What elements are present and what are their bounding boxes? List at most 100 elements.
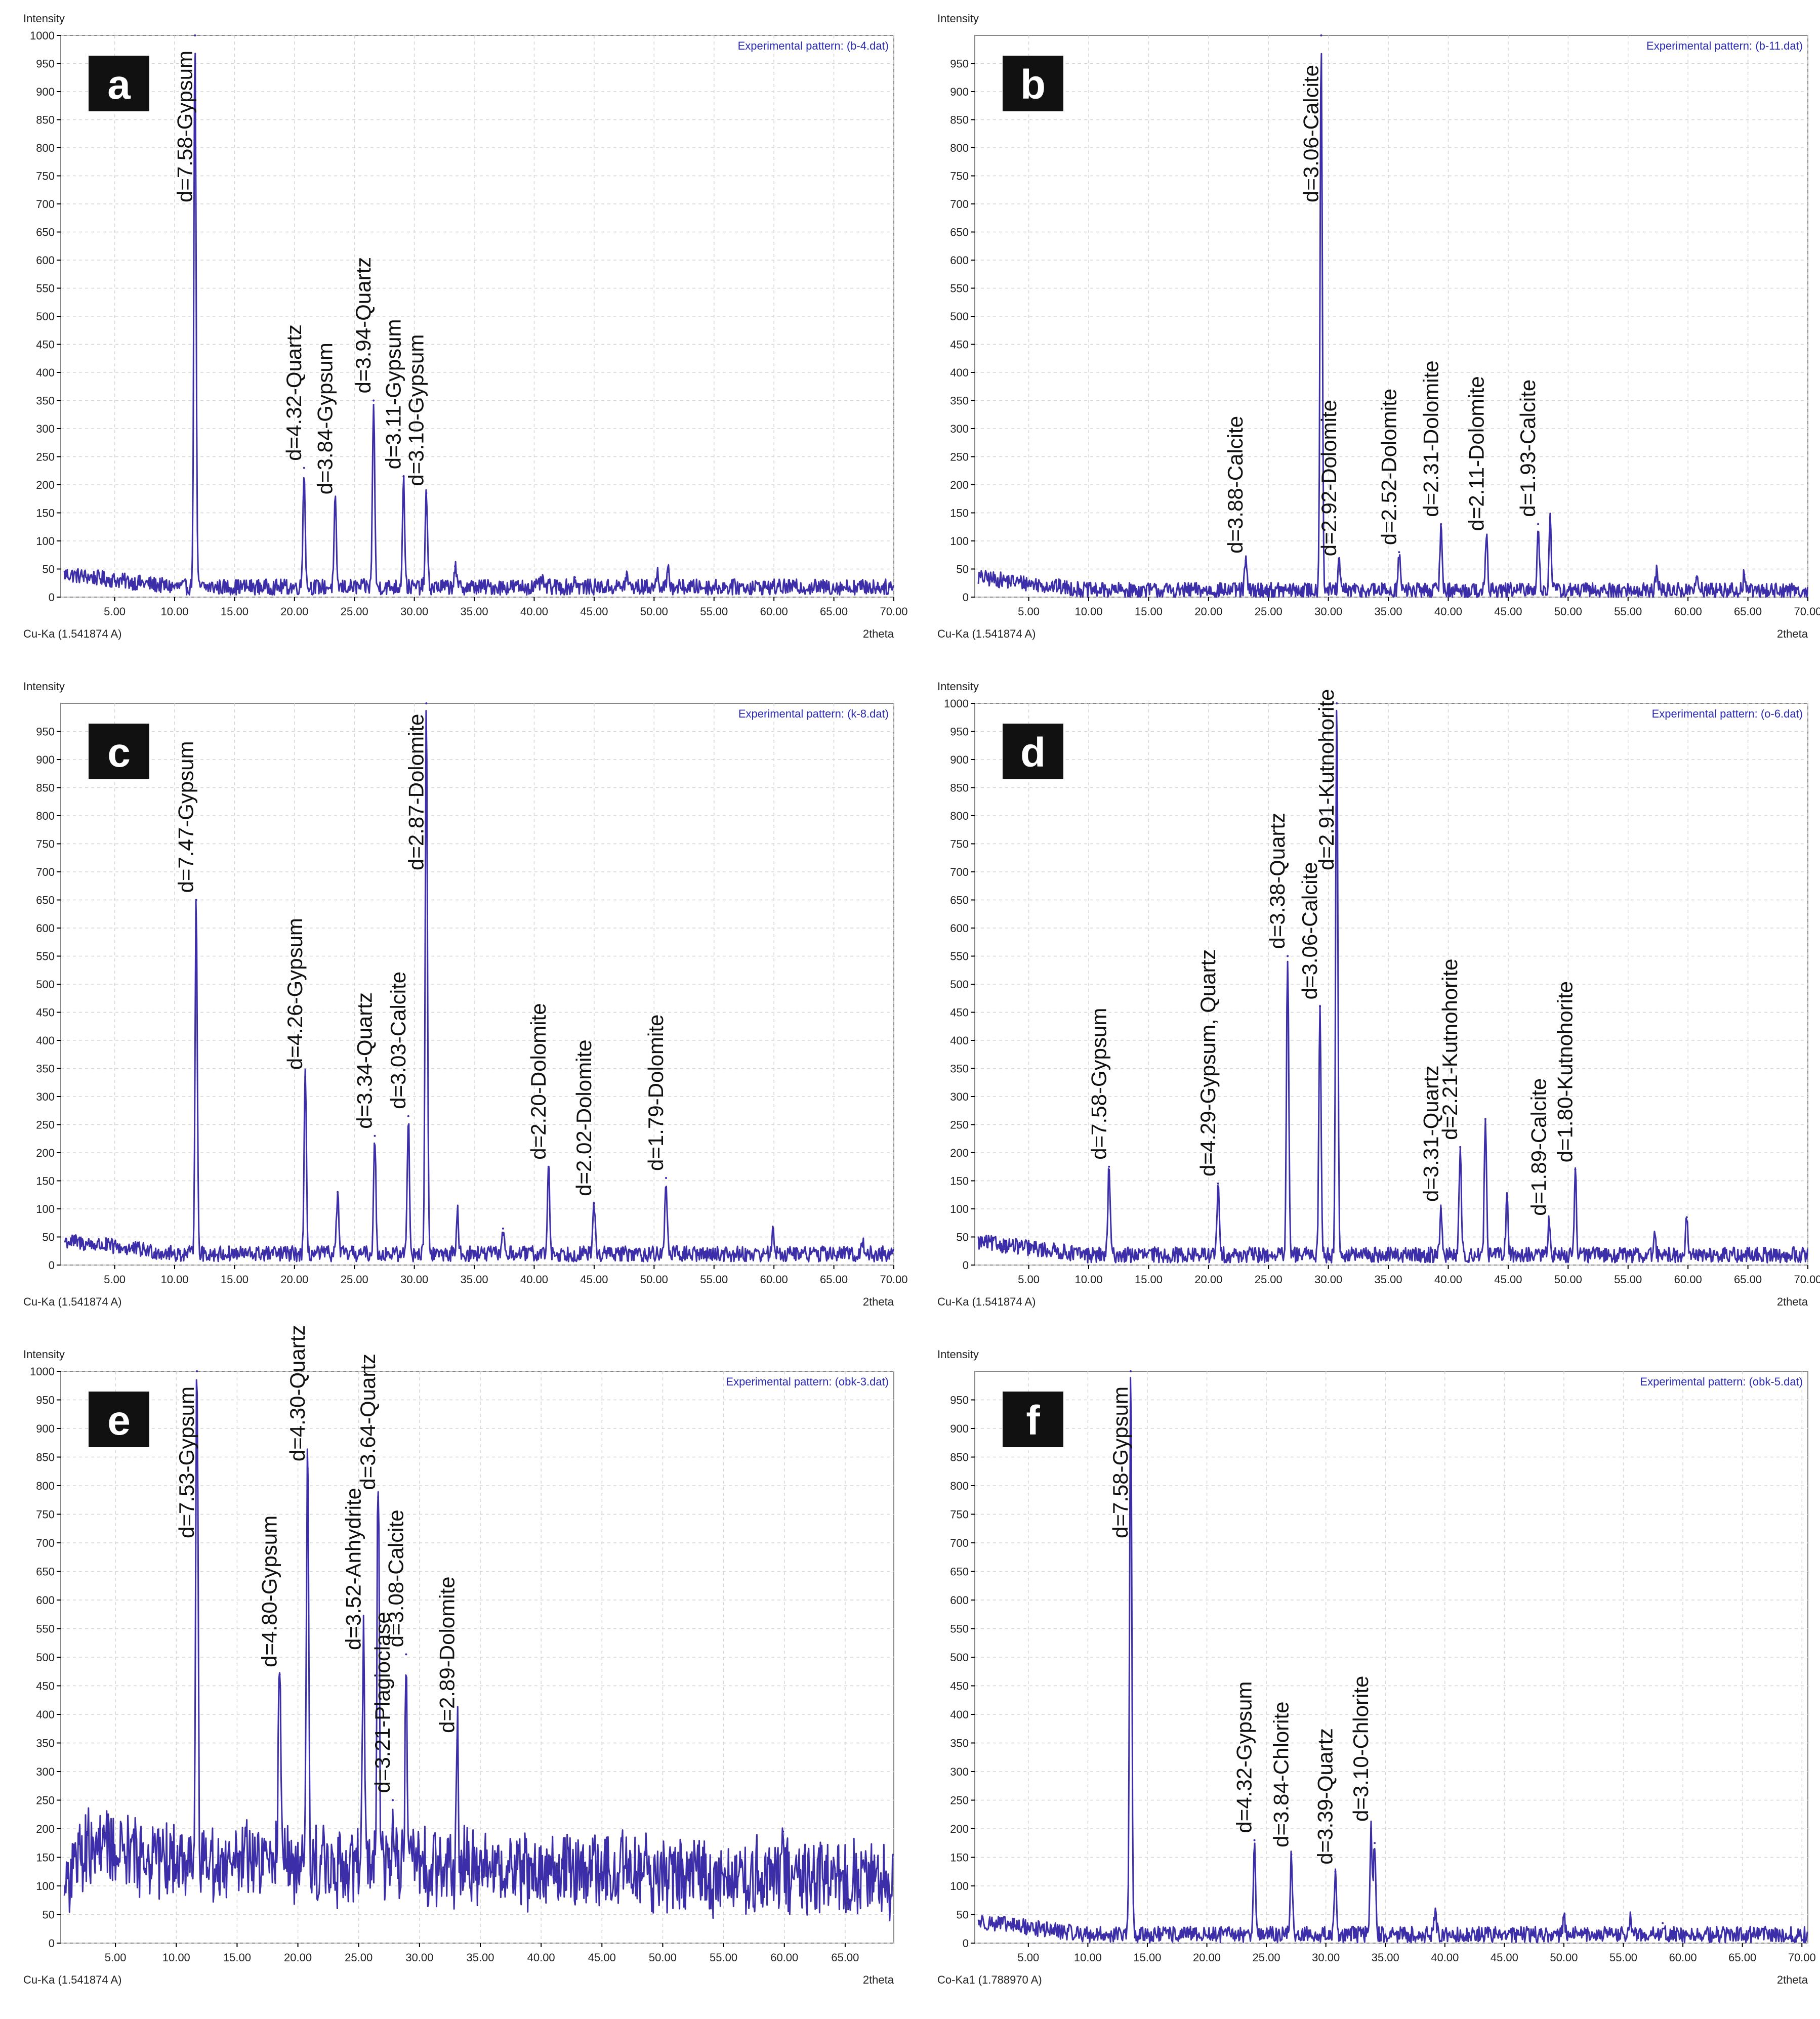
y-tick-label: 100: [950, 1203, 969, 1215]
y-tick-label: 850: [950, 114, 969, 127]
x-tick-label: 55.00: [710, 1951, 737, 1964]
peak-point: [425, 492, 428, 494]
diffraction-trace: [63, 1379, 894, 1922]
x-tick-label: 50.00: [1550, 1951, 1578, 1964]
x-tick-label: 35.00: [461, 605, 488, 618]
x-tick-label: 35.00: [466, 1951, 494, 1964]
legend-entry: Experimental pattern: (b-4.dat): [738, 39, 889, 52]
y-tick-label: 150: [36, 1175, 55, 1188]
x-axis-title: 2theta: [1777, 627, 1808, 640]
xrd-chart-d: 0 50 100 150 200 250 300 350 400 450 500 550 600 650 7…: [937, 680, 1820, 1308]
peak-point: [1743, 573, 1746, 576]
peak-label: d=2.31-Dolomite: [1419, 360, 1442, 517]
peak-point: [1290, 1853, 1293, 1856]
peak-label: d=4.26-Gypsum: [283, 918, 307, 1070]
peak-point: [1287, 955, 1289, 957]
y-tick-label: 850: [950, 782, 969, 794]
y-tick-label: 650: [36, 226, 55, 239]
radiation-label: Cu-Ka (1.541874 A): [937, 1295, 1036, 1308]
diffraction-trace: [63, 53, 894, 596]
x-tick-label: 50.00: [640, 1273, 668, 1286]
peak-point: [782, 1830, 784, 1833]
x-tick-label: 30.00: [400, 1273, 428, 1286]
x-tick-label: 60.00: [1669, 1951, 1697, 1964]
y-tick-label: 200: [36, 1147, 55, 1159]
x-tick-label: 20.00: [1194, 1273, 1222, 1286]
x-tick-label: 30.00: [400, 605, 428, 618]
diffraction-trace: [977, 1377, 1808, 1944]
panel-letter: f: [1026, 1398, 1040, 1444]
y-tick-label: 350: [36, 1063, 55, 1075]
peak-point: [1653, 1233, 1656, 1235]
peak-point: [402, 475, 405, 478]
y-tick-label: 550: [950, 282, 969, 295]
y-tick-label: 50: [957, 1231, 969, 1244]
x-tick-label: 50.00: [649, 1951, 677, 1964]
panel-letter-badge: [89, 1392, 149, 1447]
y-tick-label: 900: [950, 1422, 969, 1435]
y-tick-label: 300: [36, 423, 55, 435]
y-tick-label: 850: [36, 114, 55, 127]
peak-point: [362, 1656, 365, 1658]
y-tick-label: 400: [36, 1034, 55, 1047]
peak-point: [1562, 1916, 1565, 1919]
radiation-label: Cu-Ka (1.541874 A): [23, 627, 121, 640]
y-tick-label: 350: [950, 395, 969, 407]
y-tick-label: 800: [36, 142, 55, 154]
x-tick-label: 25.00: [1255, 1273, 1283, 1286]
x-tick-label: 70.00: [1788, 1951, 1816, 1964]
peak-label: d=3.21-Plagioclase: [370, 1612, 394, 1793]
x-tick-label: 15.00: [221, 1273, 249, 1286]
x-tick-label: 10.00: [162, 1951, 190, 1964]
x-tick-label: 10.00: [1074, 1951, 1102, 1964]
peak-label: d=2.21-Kutnohorite: [1438, 958, 1462, 1140]
peak-point: [425, 702, 428, 704]
x-tick-label: 5.00: [1017, 1951, 1039, 1964]
peak-point: [334, 500, 337, 503]
y-tick-label: 250: [950, 451, 969, 464]
x-tick-label: 60.00: [760, 1273, 788, 1286]
y-tick-label: 100: [950, 1880, 969, 1892]
y-tick-label: 750: [36, 838, 55, 851]
y-tick-label: 850: [36, 782, 55, 794]
y-tick-label: 950: [950, 726, 969, 738]
peak-point: [1336, 702, 1338, 704]
peak-point: [306, 1467, 309, 1470]
y-tick-label: 200: [950, 479, 969, 491]
y-tick-label: 100: [36, 535, 55, 548]
peak-label: d=2.52-Dolomite: [1377, 389, 1400, 545]
x-tick-label: 25.00: [345, 1951, 373, 1964]
y-tick-label: 950: [36, 58, 55, 70]
x-tick-label: 65.00: [1734, 605, 1762, 618]
peak-label: d=3.06-Calcite: [1299, 65, 1322, 202]
peak-point: [391, 1799, 394, 1801]
peak-label: d=1.89-Calcite: [1526, 1078, 1550, 1216]
y-tick-label: 500: [950, 1651, 969, 1664]
peak-label: d=2.92-Dolomite: [1317, 400, 1341, 556]
y-tick-label: 150: [36, 1852, 55, 1864]
x-tick-label: 50.00: [1554, 605, 1582, 618]
peak-label: d=3.38-Quartz: [1265, 813, 1289, 949]
peak-point: [373, 399, 375, 402]
x-tick-label: 35.00: [1375, 605, 1402, 618]
x-tick-label: 25.00: [341, 1273, 368, 1286]
y-tick-label: 300: [950, 1090, 969, 1103]
panel-letter-badge: [1003, 724, 1063, 779]
peak-point: [278, 1673, 281, 1675]
peak-point: [456, 1739, 459, 1741]
x-tick-label: 20.00: [1194, 605, 1222, 618]
x-tick-label: 15.00: [223, 1951, 251, 1964]
y-tick-label: 150: [950, 1852, 969, 1864]
peak-label: d=2.11-Dolomite: [1464, 376, 1488, 531]
peak-label: d=1.79-Dolomite: [644, 1015, 668, 1171]
plot-area: [974, 703, 1808, 1266]
peak-point: [665, 1176, 668, 1179]
x-tick-label: 15.00: [221, 605, 249, 618]
xrd-chart-a: 0 50 100 150 200 250 300 350 400 450 500 550 600 650 7…: [23, 12, 908, 640]
peak-point: [1485, 537, 1488, 539]
y-tick-label: 600: [950, 254, 969, 267]
y-tick-label: 700: [950, 1537, 969, 1549]
xrd-panel-e: 0 50 100 150 200 250 300 350 400 450 500 550 600 650 7…: [0, 1325, 906, 2004]
peak-point: [303, 467, 305, 469]
peak-label: d=4.32-Gypsum: [1232, 1681, 1256, 1833]
